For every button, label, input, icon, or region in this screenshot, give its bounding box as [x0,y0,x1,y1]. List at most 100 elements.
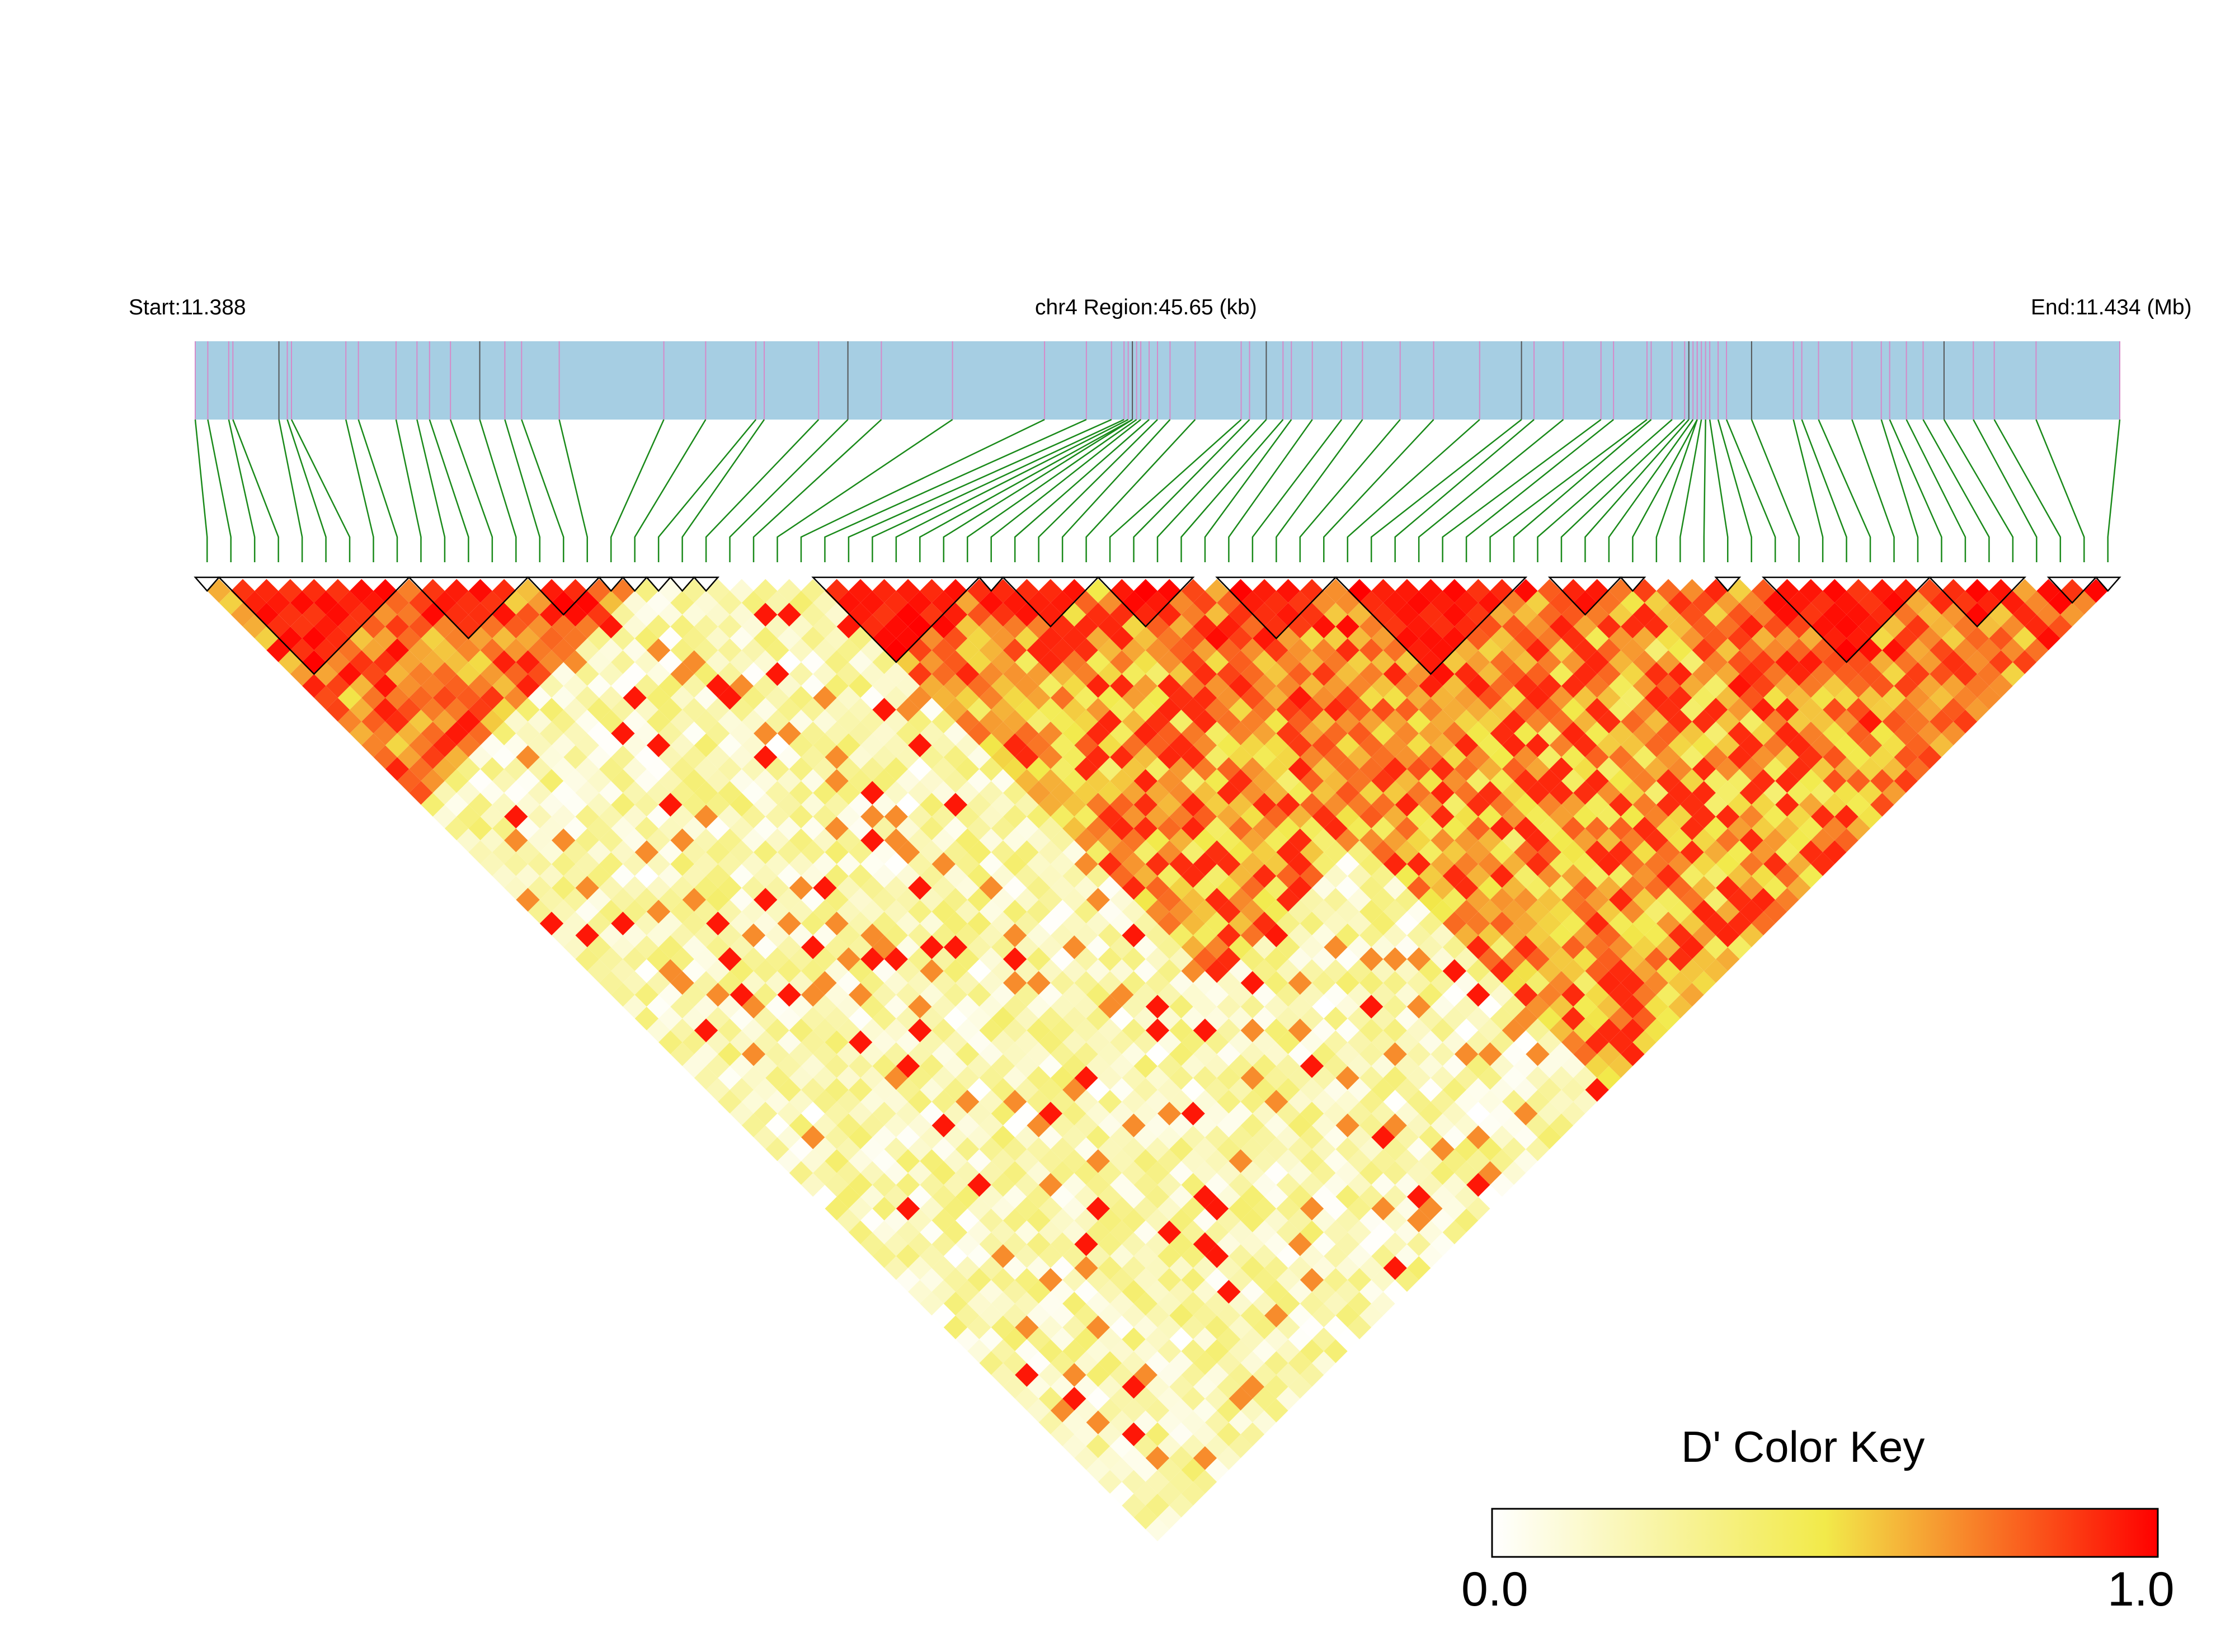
ld-cell [1597,971,1621,995]
ld-cell [1799,769,1823,793]
ld-cell [373,721,397,746]
ld-cell [1810,852,1835,876]
ld-cell [956,947,980,971]
ld-cell [1490,793,1514,817]
ld-cell [730,1102,754,1126]
ld-block-outline [1096,576,1195,628]
ld-cell [492,603,516,627]
ld-cell [1371,698,1395,722]
ld-cell [1431,780,1455,805]
ld-cell [1846,816,1871,841]
ld-cell [956,1066,980,1090]
ld-cell [302,603,326,627]
ld-cell [956,614,980,639]
ld-cell [373,626,397,651]
ld-cell [1074,900,1098,924]
ld-cell [754,650,778,674]
ld-cell [1894,603,1918,627]
ld-cell [1359,1090,1384,1114]
ld-cell [931,971,956,995]
ld-cell [1217,638,1241,662]
ld-cell [1526,923,1550,948]
ld-cell [1312,900,1336,924]
ld-cell [1312,852,1336,876]
snp-connector [1717,419,1752,562]
ld-cell [587,888,611,912]
ld-cell [1145,662,1170,686]
ld-cell [1514,626,1538,651]
ld-cell [1478,923,1502,948]
ld-cell [1158,698,1182,722]
ld-cell [1074,1256,1098,1280]
ld-cell [1015,721,1039,746]
ld-cell [754,698,778,722]
ld-cell [848,1149,873,1173]
ld-cell [1217,828,1241,853]
ld-cell [1608,816,1633,841]
ld-cell [1204,816,1229,841]
ld-cell [1965,579,1989,603]
ld-cell [1704,816,1728,841]
ld-cell [956,709,980,734]
ld-cell [1288,591,1312,615]
ld-cell [468,579,492,603]
ld-cell [504,709,528,734]
ld-cell [1217,995,1241,1019]
ld-cell [1514,721,1538,746]
snp-connector [479,419,517,562]
ld-cell [1204,935,1229,959]
ld-cell [1015,698,1039,722]
ld-cell [1597,804,1621,829]
ld-cell [1204,1102,1229,1126]
ld-cell [1930,614,1954,639]
ld-cell [1027,1256,1051,1280]
ld-cell [1038,959,1063,983]
ld-cell [1359,1137,1384,1161]
ld-cell [1728,840,1752,864]
ld-cell [1145,1042,1170,1066]
ld-cell [706,888,730,912]
ld-cell [1406,947,1431,971]
ld-cell [1181,888,1205,912]
ld-cell [1775,793,1799,817]
ld-cell [492,626,516,651]
ld-cell [1098,1042,1122,1066]
ld-cell [1644,638,1669,662]
ld-cell [1573,995,1597,1019]
ld-cell [1027,1184,1051,1209]
ld-cell [836,757,861,781]
ld-cell [1573,662,1597,686]
ld-cell [956,1232,980,1256]
ld-cell [1905,757,1930,781]
ld-cell [2060,579,2085,603]
ld-cell [1229,1315,1253,1340]
ld-cell [1751,864,1776,888]
ld-cell [1110,1244,1134,1268]
ld-cell [1038,769,1063,793]
ld-cell [1122,900,1146,924]
ld-cell [646,733,671,757]
ld-cell [1312,614,1336,639]
ld-cell [1383,804,1407,829]
snp-connector [966,418,1137,562]
ld-cell [1158,1434,1182,1458]
ld-cell [528,900,552,924]
ld-cell [1038,864,1063,888]
ld-cell [1632,721,1657,746]
ld-cell [1264,1018,1288,1043]
ld-cell [1490,935,1514,959]
ld-cell [1264,591,1288,615]
ld-cell [1074,686,1098,710]
ld-cell [931,733,956,757]
ld-cell [1644,947,1669,971]
ld-cell [825,579,849,603]
ld-cell [302,674,326,698]
ld-cell [1193,1184,1217,1209]
ld-cell [1775,864,1799,888]
ld-cell [1704,959,1728,983]
ld-cell [1716,804,1740,829]
ld-cell [1133,745,1158,769]
ld-cell [1537,982,1561,1007]
ld-cell [1454,1208,1479,1232]
ld-cell [1383,1137,1407,1161]
